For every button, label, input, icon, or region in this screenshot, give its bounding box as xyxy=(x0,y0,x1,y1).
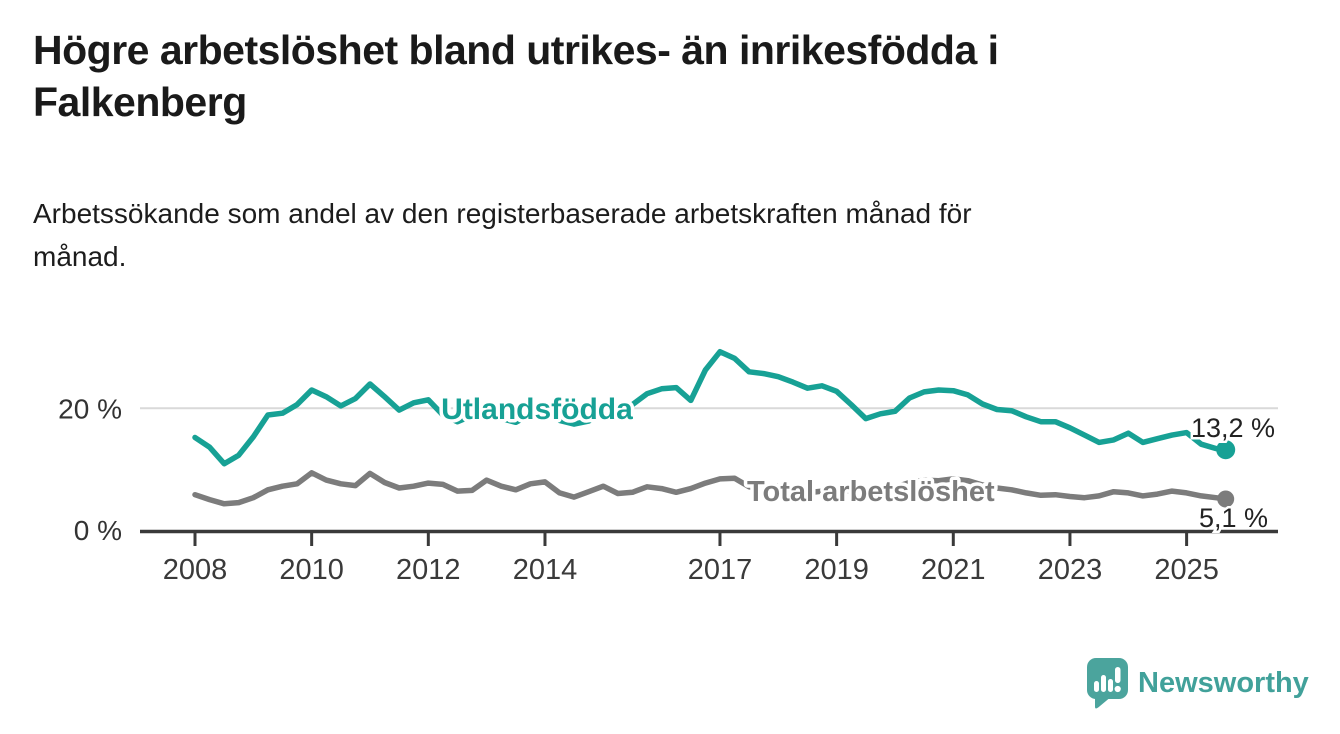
x-tick-label: 2014 xyxy=(513,554,578,586)
x-tick-label: 2025 xyxy=(1154,554,1219,586)
series-inline-label: Total arbetslöshet xyxy=(747,476,995,508)
newsworthy-brand: Newsworthy xyxy=(1081,656,1309,710)
x-tick-label: 2012 xyxy=(396,554,461,586)
x-tick-label: 2017 xyxy=(688,554,753,586)
series-line-total-arbetsloshet xyxy=(192,470,1229,507)
y-tick-label: 20 % xyxy=(58,393,122,424)
series-inline-label: Utlandsfödda xyxy=(441,393,633,426)
x-tick-label: 2008 xyxy=(163,554,228,586)
series-end-value-label: 13,2 % xyxy=(1191,413,1275,443)
y-tick-label: 0 % xyxy=(74,515,122,546)
logo-bar-icon xyxy=(1108,679,1113,692)
series-end-value-label: 5,1 % xyxy=(1199,503,1268,533)
x-tick-label: 2021 xyxy=(921,554,986,586)
series-end-dot xyxy=(1217,490,1235,508)
logo-exclamation-dot-icon xyxy=(1114,685,1121,693)
newsworthy-logo-icon xyxy=(1087,658,1128,709)
x-tick-label: 2023 xyxy=(1038,554,1103,586)
logo-bar-icon xyxy=(1101,675,1106,692)
series-end-dot xyxy=(1216,440,1236,460)
chart-title: Högre arbetslöshet bland utrikes- än inr… xyxy=(33,27,999,126)
chart-subtitle: Arbetssökande som andel av den registerb… xyxy=(33,198,972,272)
logo-exclamation-icon xyxy=(1115,667,1121,683)
series-line-utlandsfodda xyxy=(192,348,1229,467)
x-tick-label: 2010 xyxy=(279,554,344,586)
newsworthy-brand-text: Newsworthy xyxy=(1138,666,1309,699)
x-tick-label: 2019 xyxy=(804,554,869,586)
logo-bar-icon xyxy=(1094,681,1099,692)
